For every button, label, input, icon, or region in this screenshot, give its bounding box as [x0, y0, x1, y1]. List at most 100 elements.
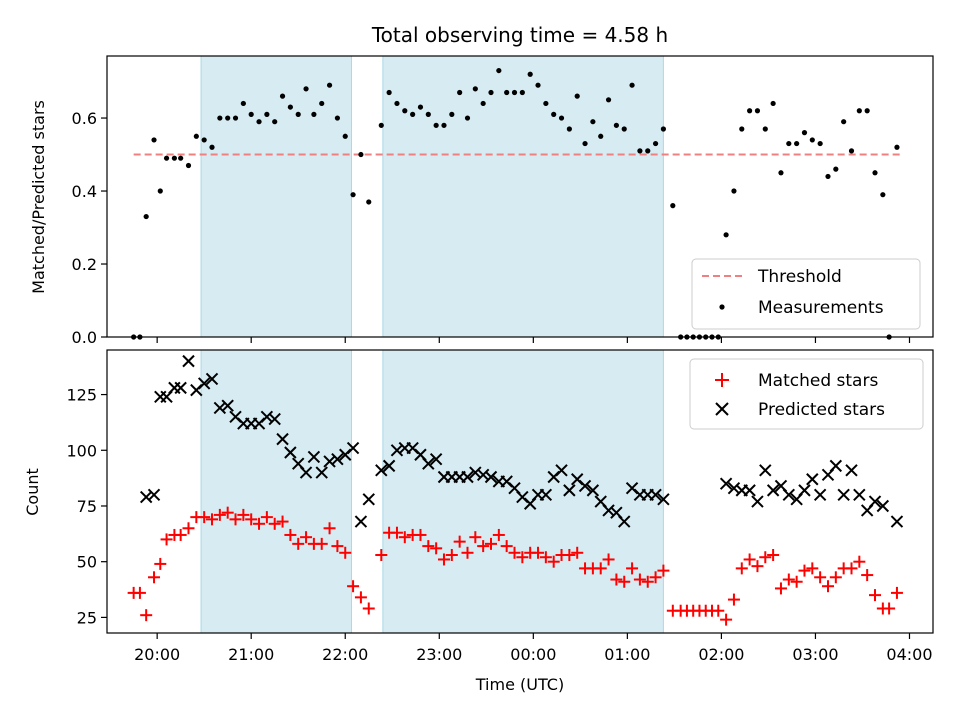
measurement-point [794, 140, 800, 147]
matched-point [323, 522, 336, 535]
xtick-label: 20:00 [134, 645, 180, 664]
matched-point [245, 513, 258, 526]
measurement-point [801, 130, 808, 136]
measurement-point [574, 93, 580, 99]
measurement-point [670, 203, 676, 209]
matched-point [485, 537, 498, 550]
xtick-label: 03:00 [792, 645, 838, 664]
measurement-point [295, 111, 301, 117]
matched-point [174, 528, 187, 541]
measurement-point [582, 140, 588, 147]
legend-measurement-marker [719, 304, 725, 310]
chart-title: Total observing time = 4.58 h [371, 23, 668, 47]
measurement-point [817, 140, 823, 147]
measurement-point [358, 151, 364, 158]
predicted-point [260, 410, 274, 424]
matched-point [390, 526, 403, 539]
matched-point [362, 602, 375, 615]
measurement-point [605, 97, 612, 103]
top-legend: Threshold Measurements [691, 258, 921, 330]
matched-point [453, 535, 466, 548]
matched-point [437, 553, 450, 566]
matched-point [626, 562, 639, 575]
measurement-point [342, 133, 348, 139]
matched-point [375, 549, 388, 562]
measurement-point [809, 137, 815, 143]
predicted-point [649, 488, 662, 502]
observing-span [200, 55, 353, 338]
measurement-point [637, 148, 643, 154]
measurement-point [178, 155, 184, 161]
measurement-point [378, 122, 384, 128]
measurement-point [240, 100, 246, 107]
measurement-point [441, 122, 447, 128]
xtick-label: 00:00 [510, 645, 556, 664]
measurement-point [551, 111, 557, 117]
predicted-point [268, 412, 281, 426]
matched-point [790, 575, 803, 588]
matched-point [398, 531, 411, 544]
legend-predicted-marker [715, 402, 729, 416]
matched-point [602, 553, 615, 566]
predicted-point [555, 464, 568, 477]
predicted-point [299, 466, 313, 479]
matched-point [492, 528, 505, 541]
matched-point [890, 586, 903, 599]
matched-point [182, 522, 195, 535]
measurement-point [433, 122, 439, 128]
measurement-point [762, 126, 768, 132]
matched-point [883, 602, 896, 615]
measurement-point [621, 126, 627, 132]
legend-measurement-label: Measurements [758, 298, 884, 318]
x-axis-label: Time (UTC) [475, 675, 564, 694]
measurement-point [256, 119, 262, 125]
predicted-point [422, 457, 435, 470]
matched-point [414, 528, 427, 541]
predicted-point [461, 470, 474, 484]
measurement-point [311, 111, 317, 117]
xtick-label: 22:00 [322, 645, 368, 664]
measurement-point [848, 148, 855, 154]
predicted-point [182, 354, 195, 368]
matched-point [727, 593, 740, 606]
matched-point [735, 562, 748, 575]
top-panel: 0.0 0.2 0.4 0.6 Total observing time = 4.58… [29, 23, 934, 347]
measurement-point [590, 119, 596, 125]
matched-point [430, 542, 443, 555]
measurement-point [856, 108, 862, 114]
measurement-point [652, 140, 659, 147]
measurement-point [825, 173, 831, 180]
bottom-legend-box [689, 358, 924, 430]
predicted-point [362, 493, 375, 506]
measurement-point [629, 82, 635, 88]
measurement-point [350, 192, 356, 198]
measurement-point [386, 89, 392, 96]
bottom-y-axis-label: Count [23, 468, 42, 516]
xtick-label: 02:00 [698, 645, 744, 664]
predicted-point [205, 372, 219, 386]
matched-point [160, 533, 173, 546]
predicted-point [307, 450, 321, 464]
matched-point [657, 564, 670, 577]
xtick-label: 04:00 [886, 645, 932, 664]
predicted-point [829, 459, 843, 473]
predicted-point [174, 381, 187, 395]
matched-point [339, 546, 352, 559]
matched-point [445, 549, 458, 562]
measurement-point [425, 111, 431, 117]
matched-point [798, 564, 811, 577]
top-y-axis-label: Matched/Predicted stars [29, 100, 48, 294]
measurement-point [201, 137, 207, 143]
observing-span [382, 55, 664, 338]
matched-point [237, 508, 250, 521]
matched-point [861, 569, 874, 582]
matched-point [869, 589, 882, 602]
predicted-point [837, 488, 850, 502]
top-plot-frame [106, 55, 934, 338]
matched-point [853, 555, 866, 568]
matched-point [767, 549, 780, 562]
predicted-point [429, 452, 443, 466]
measurement-point [841, 119, 847, 125]
legend-matched-marker [715, 373, 729, 387]
